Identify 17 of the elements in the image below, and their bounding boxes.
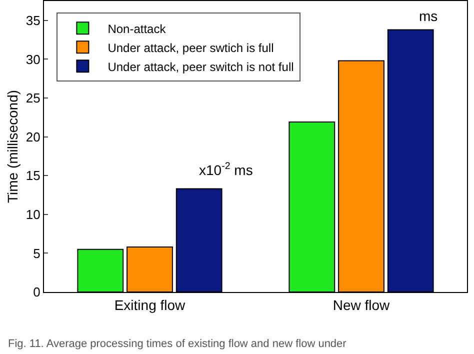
legend-label: Under attack, peer swtich is full xyxy=(108,40,274,55)
y-tick-label: 0 xyxy=(33,284,40,300)
legend-label: Non-attack xyxy=(108,22,167,36)
x-tick-label: New flow xyxy=(332,296,391,313)
y-tick-label: 15 xyxy=(26,168,40,184)
y-tick-label: 35 xyxy=(26,12,40,28)
y-axis-title: Time (millisecond) xyxy=(4,90,21,204)
legend-label: Under attack, peer switch is not full xyxy=(108,60,294,74)
y-tick-label: 5 xyxy=(33,246,40,261)
y-tick-label: 30 xyxy=(26,52,40,67)
y-tick-label: 20 xyxy=(26,129,40,144)
caption: Fig. 11. Average processing times of existing flow and new flow under xyxy=(8,338,347,350)
annotation: ms xyxy=(419,8,438,24)
y-tick-label: 10 xyxy=(26,206,40,222)
x-tick-label: Exiting flow xyxy=(114,296,186,313)
annotation: x10$^{-2}$ ms xyxy=(199,161,253,178)
y-tick-label: 25 xyxy=(26,90,40,106)
